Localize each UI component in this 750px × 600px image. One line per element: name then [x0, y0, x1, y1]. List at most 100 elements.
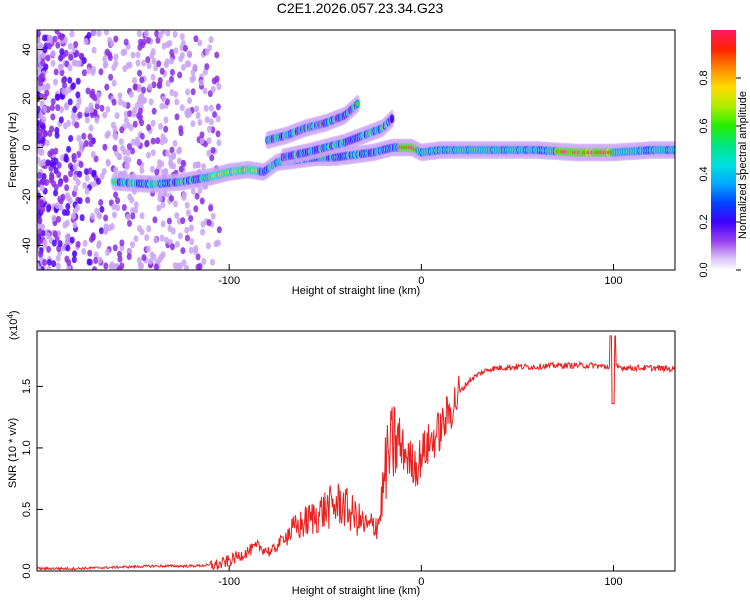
- spectrogram-noise-blob: [146, 123, 152, 131]
- spectrogram-noise-blob: [45, 232, 51, 240]
- spectrogram-noise-blob: [94, 116, 100, 124]
- spectrogram-noise-blob: [49, 173, 55, 181]
- spectrogram-noise-blob: [126, 156, 132, 164]
- spectrogram-noise-blob: [159, 234, 165, 242]
- spectrogram-noise-blob: [199, 136, 205, 144]
- spectrogram-noise-blob: [56, 161, 62, 169]
- spectrogram-noise-blob: [113, 53, 119, 61]
- spectrogram-noise-blob: [165, 30, 171, 37]
- spectrogram-noise-blob: [77, 111, 83, 119]
- spectrogram-noise-blob: [73, 185, 79, 193]
- spectrogram-noise-blob: [51, 239, 57, 247]
- spectrogram-noise-blob: [157, 122, 163, 130]
- spectrogram-noise-blob: [85, 87, 91, 95]
- spectrogram-noise-blob: [37, 234, 40, 242]
- spectrogram-noise-blob: [79, 214, 85, 222]
- spectrogram-noise-blob: [49, 148, 55, 156]
- spectrogram-noise-blob: [65, 202, 71, 210]
- spectrogram-noise-blob: [150, 73, 156, 81]
- spectrogram-noise-blob: [202, 87, 208, 95]
- spectrogram-noise-blob: [54, 202, 60, 210]
- spectrogram-noise-blob: [91, 30, 97, 37]
- spectrogram-noise-blob: [83, 140, 89, 148]
- spectrogram-noise-blob: [138, 38, 144, 46]
- spectrogram-noise-blob: [193, 35, 199, 43]
- spectrogram-noise-blob: [97, 212, 103, 220]
- spectrogram-noise-blob: [172, 200, 178, 208]
- spectrogram-noise-blob: [86, 258, 92, 266]
- spectrogram-noise-blob: [215, 239, 221, 247]
- spectrogram-noise-blob: [82, 239, 88, 247]
- spectrogram-noise-blob: [103, 30, 109, 36]
- spectrogram-noise-blob: [103, 223, 109, 231]
- spectrogram-x-tick-label: -100: [218, 275, 240, 287]
- spectrogram-noise-blob: [137, 83, 143, 91]
- spectrogram-noise-blob: [139, 119, 145, 127]
- spectrogram-noise-blob: [113, 191, 119, 199]
- spectrogram-noise-blob: [72, 250, 78, 258]
- spectrogram-noise-blob: [188, 215, 194, 223]
- spectrogram-noise-blob: [102, 55, 108, 63]
- spectrogram-noise-blob: [67, 42, 73, 50]
- spectrogram-noise-blob: [37, 44, 43, 52]
- spectrogram-noise-blob: [73, 41, 79, 49]
- colorbar-tick-label: 0.4: [698, 166, 710, 181]
- spectrogram-noise-blob: [128, 90, 134, 98]
- spectrogram-noise-blob: [118, 138, 124, 146]
- spectrogram-noise-blob: [164, 236, 170, 244]
- spectrogram-noise-blob: [42, 129, 48, 137]
- spectrogram-noise-blob: [161, 95, 167, 103]
- spectrogram-noise-blob: [197, 39, 203, 47]
- spectrogram-noise-blob: [121, 204, 127, 212]
- spectrogram-noise-blob: [193, 205, 199, 213]
- spectrogram-noise-blob: [151, 107, 157, 115]
- spectrogram-noise-blob: [141, 38, 147, 46]
- spectrogram-noise-blob: [91, 46, 97, 54]
- spectrogram-noise-blob: [199, 197, 205, 205]
- spectrogram-noise-blob: [75, 240, 81, 248]
- spectrogram-noise-blob: [62, 221, 68, 229]
- spectrogram-noise-blob: [146, 62, 152, 70]
- spectrogram-noise-blob: [109, 40, 115, 48]
- spectrogram-y-tick-label: 0: [21, 144, 33, 150]
- spectrogram-ridge-core: [355, 101, 360, 106]
- snr-y-ticks: 0.0 0.5 1.0 1.5: [21, 379, 43, 579]
- spectrogram-noise-blob: [174, 113, 180, 121]
- spectrogram-noise-blob: [210, 146, 216, 154]
- spectrogram-noise-blob: [135, 59, 141, 67]
- spectrogram-noise-blob: [39, 100, 45, 108]
- spectrogram-noise-blob: [177, 262, 183, 270]
- spectrogram-noise-blob: [160, 251, 166, 259]
- spectrogram-noise-blob: [97, 256, 103, 264]
- spectrogram-noise-blob: [130, 51, 136, 59]
- spectrogram-noise-blob: [50, 113, 56, 121]
- spectrogram-noise-blob: [115, 197, 121, 205]
- spectrogram-noise-blob: [169, 75, 175, 83]
- spectrogram-noise-blob: [61, 87, 67, 95]
- spectrogram-noise-blob: [72, 174, 78, 182]
- spectrogram-noise-blob: [39, 184, 45, 192]
- spectrogram-noise-blob: [104, 132, 110, 140]
- spectrogram-noise-blob: [190, 120, 196, 128]
- spectrogram-noise-blob: [200, 228, 206, 236]
- spectrogram-noise-blob: [68, 134, 74, 142]
- colorbar-tick-label: 0.8: [698, 70, 710, 85]
- spectrogram-noise-blob: [174, 212, 180, 220]
- snr-y-label: SNR (10 * v/v): [7, 418, 19, 488]
- colorbar-ticks: 0.0 0.2 0.4 0.6 0.8: [698, 70, 741, 278]
- spectrogram-noise-blob: [51, 260, 57, 268]
- spectrogram-noise-blob: [125, 149, 131, 157]
- spectrogram-noise-blob: [67, 76, 73, 84]
- spectrogram-noise-blob: [130, 138, 136, 146]
- spectrogram-noise-blob: [177, 71, 183, 79]
- spectrogram-noise-blob: [37, 51, 41, 59]
- spectrogram-noise-blob: [52, 78, 58, 86]
- spectrogram-noise-blob: [151, 253, 157, 261]
- spectrogram-noise-blob: [68, 170, 74, 178]
- spectrogram-y-tick-label: -20: [21, 189, 33, 205]
- spectrogram-noise-blob: [61, 208, 67, 216]
- spectrogram-noise-blob: [132, 77, 138, 85]
- spectrogram-noise-blob: [178, 125, 184, 133]
- spectrogram-noise-blob: [205, 242, 211, 250]
